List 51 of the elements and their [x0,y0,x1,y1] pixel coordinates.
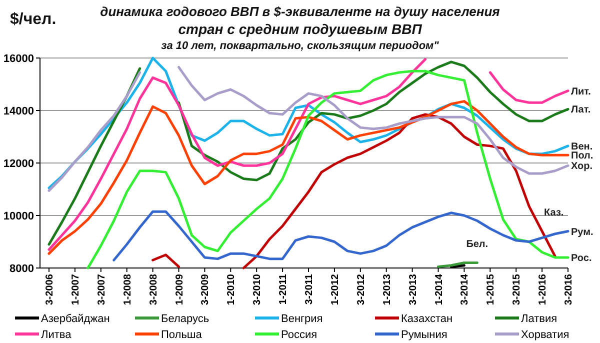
x-tick-label: 3-2008 [148,274,160,306]
x-tick-label: 1-2011 [278,274,290,305]
legend-label: Россия [281,328,318,341]
x-tick-label: 1-2016 [538,274,549,306]
x-tick-label: 1-2015 [486,274,497,306]
chart-title: динамика годового ВВП в $-эквиваленте на душу населения стран с средним подушевым ВВП [100,4,500,37]
legend-label: Азербайджан [41,312,110,325]
y-tick-label: 16000 [3,52,34,65]
x-tick-label: 3-2011 [304,274,315,305]
line-series [86,70,570,270]
x-tick-label: 3-2014 [460,274,471,306]
annotation: Рос. [571,253,592,264]
legend-label: Польша [161,328,203,341]
annotation: Каз. [544,207,564,218]
x-tick-label: 1-2007 [70,274,82,306]
y-tick-label: 14000 [3,105,34,118]
legend-label: Хорватия [521,328,570,341]
y-tick-label: 8000 [10,262,34,275]
x-tick-label: 3-2015 [512,274,523,306]
y-axis-title: $/чел. [10,11,56,28]
x-tick-label: 3-2010 [252,274,264,306]
x-tick-label: 1-2009 [174,274,186,306]
legend-label: Венгрия [281,312,323,325]
annotation: Бел. [466,238,488,250]
x-tick-label: 3-2007 [96,274,108,306]
x-tick-label: 3-2016 [564,274,574,306]
annotation: Хор. [571,161,593,172]
line-series [112,210,570,262]
chart-subtitle: за 10 лет, поквартально, скользящим периодом" [161,40,440,52]
legend-label: Беларусь [161,312,210,325]
annotation: Лит. [571,86,592,98]
y-tick-label: 10000 [3,210,34,222]
line-series [48,100,570,255]
annotation: Рум. [571,226,594,238]
x-tick-label: 3-2013 [408,274,419,306]
legend-label: Латвия [521,312,558,325]
annotation: Лат. [571,104,591,116]
legend-label: Румыния [401,328,448,341]
annotation: Пол. [571,150,594,162]
x-tick-label: 1-2008 [122,274,134,306]
x-tick-label: 3-2009 [200,274,212,306]
x-tick-label: 1-2012 [330,274,341,306]
x-tick-label: 1-2013 [382,274,393,306]
legend-label: Литва [41,328,72,341]
y-tick-label: 12000 [3,158,34,170]
annotation: Вен. [571,141,593,152]
legend-label: Казахстан [401,312,453,325]
x-tick-label: 1-2010 [226,274,238,306]
x-tick-label: 3-2006 [44,274,56,306]
x-tick-label: 3-2012 [356,274,367,306]
x-tick-label: 1-2014 [434,274,445,306]
